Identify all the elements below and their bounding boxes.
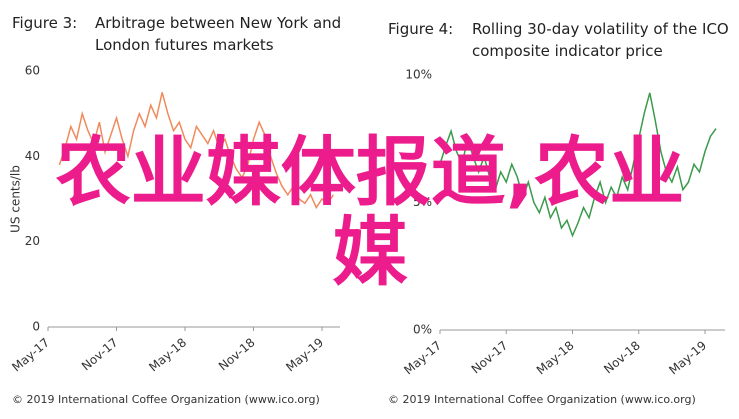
x-tick-label: Nov-17 — [469, 338, 511, 376]
y-tick-label: 0% — [413, 323, 432, 337]
x-tick-label: May-17 — [401, 338, 444, 377]
figure-label: Figure 3: — [12, 14, 78, 32]
x-tick-label: May-17 — [9, 335, 52, 374]
y-tick-label: 20 — [25, 234, 40, 248]
chart-title: Rolling 30-day volatility of the ICO com… — [472, 20, 729, 60]
overlay-text: 农业媒体报道,农业媒 — [55, 128, 685, 296]
y-tick-label: 0 — [32, 320, 40, 334]
x-tick-label: May-19 — [283, 335, 326, 374]
y-tick-label: 5% — [413, 195, 432, 209]
source: © 2019 International Coffee Organization… — [388, 393, 696, 406]
x-tick-label: May-18 — [534, 338, 577, 377]
x-tick-label: May-18 — [146, 335, 189, 374]
y-axis-label: US cents/lb — [9, 165, 23, 233]
x-tick-label: May-19 — [666, 338, 709, 377]
x-tick-label: Nov-18 — [601, 338, 643, 376]
figure-label: Figure 4: — [388, 20, 454, 38]
source: © 2019 International Coffee Organization… — [12, 393, 320, 406]
y-tick-label: 40 — [25, 149, 40, 163]
chart-title: Arbitrage between New York and London fu… — [95, 14, 342, 54]
y-tick-label: 10% — [405, 68, 432, 82]
line — [439, 92, 717, 238]
y-tick-label: 60 — [25, 64, 40, 78]
line — [58, 92, 335, 210]
x-tick-label: Nov-18 — [216, 335, 258, 373]
x-tick-label: Nov-17 — [79, 335, 121, 373]
